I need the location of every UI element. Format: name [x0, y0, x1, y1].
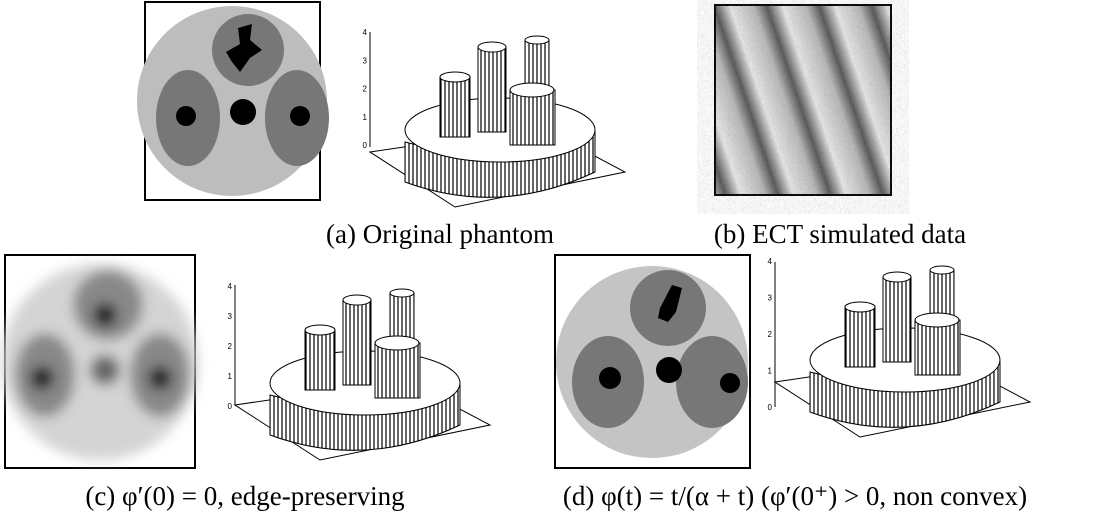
- caption: (b) ECT simulated data: [714, 219, 966, 249]
- z-tick-label: 2: [363, 85, 368, 94]
- surface-plot: [774, 262, 1031, 438]
- z-tick-label: 1: [228, 372, 233, 381]
- caption: (d) φ(t) = t/(α + t) (φ′(0⁺) > 0, non co…: [563, 481, 1027, 511]
- z-tick-label: 0: [363, 141, 368, 150]
- caption: (c) φ′(0) = 0, edge-preserving: [85, 481, 404, 511]
- z-tick-label: 3: [768, 294, 773, 303]
- surface-plot: [369, 32, 626, 208]
- z-tick-label: 0: [228, 402, 233, 411]
- z-tick-label: 2: [768, 330, 773, 339]
- surface-plot: [234, 285, 491, 461]
- phantom-image: [137, 1, 329, 201]
- z-tick-label: 1: [768, 367, 773, 376]
- z-tick-label: 3: [228, 312, 233, 321]
- z-tick-label: 3: [363, 56, 368, 65]
- z-tick-label: 4: [228, 282, 233, 291]
- z-tick-label: 1: [363, 113, 368, 122]
- reconstruction-image: [554, 254, 751, 469]
- reconstruction-image: [2, 254, 198, 469]
- z-tick-label: 0: [768, 403, 773, 412]
- z-tick-label: 2: [228, 342, 233, 351]
- sinogram-image: [714, 4, 892, 196]
- z-tick-label: 4: [768, 257, 773, 266]
- z-tick-label: 4: [363, 28, 368, 37]
- caption: (a) Original phantom: [326, 219, 554, 249]
